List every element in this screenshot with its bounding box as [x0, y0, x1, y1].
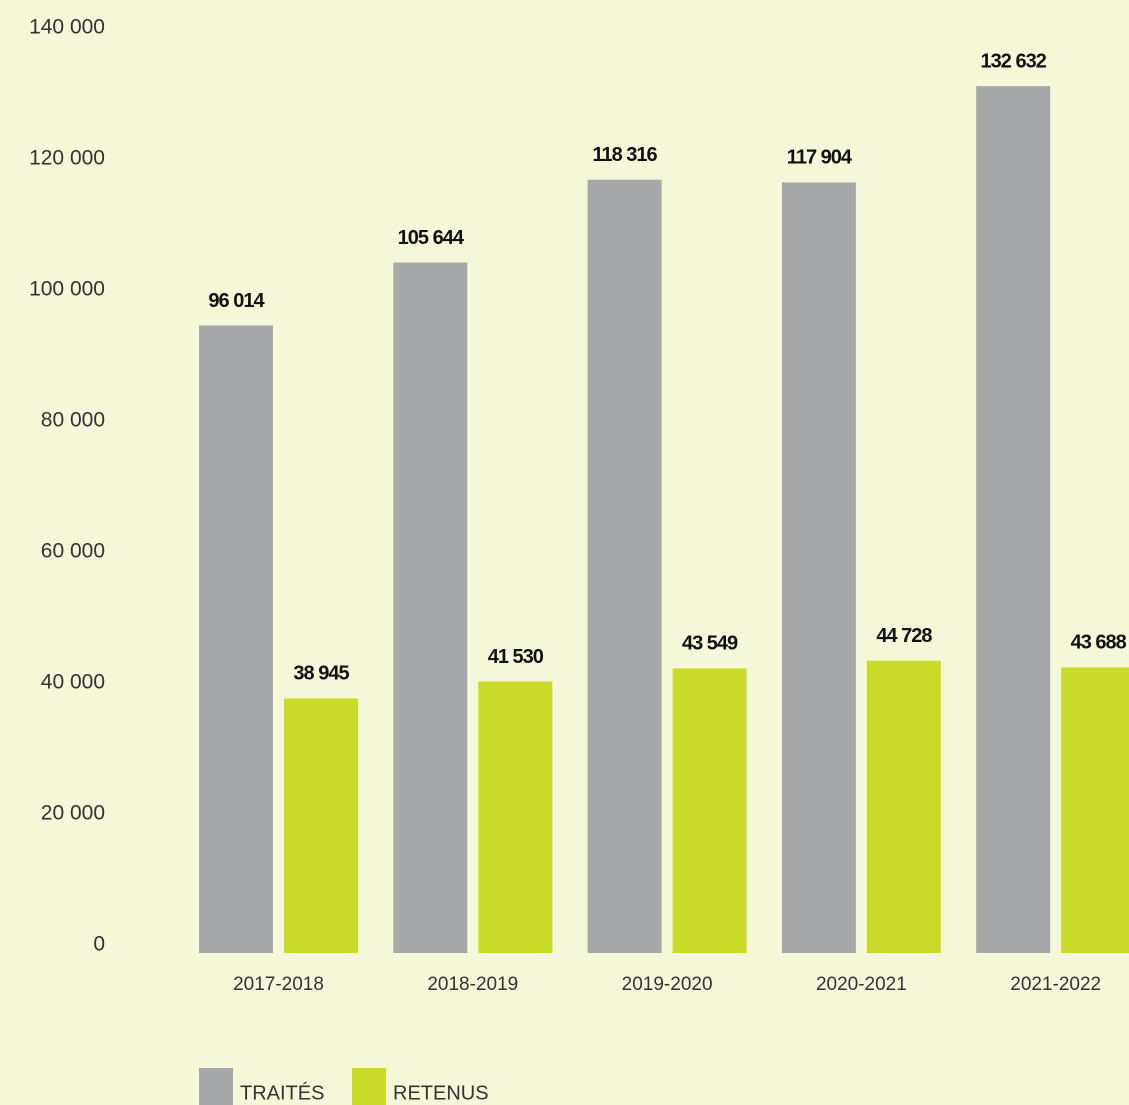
legend-swatch [199, 1068, 233, 1105]
bar [284, 698, 358, 953]
y-tick-label: 20 000 [41, 802, 105, 825]
value-label: 44 728 [876, 625, 932, 647]
y-tick-label: 0 [93, 933, 105, 956]
x-tick-label: 2020-2021 [816, 974, 907, 995]
legend-swatch [352, 1068, 386, 1105]
y-tick-label: 140 000 [29, 16, 105, 39]
value-label: 41 530 [488, 646, 544, 668]
bar [587, 179, 662, 953]
value-label: 38 945 [293, 663, 349, 685]
bar [199, 325, 273, 953]
value-label: 117 904 [787, 147, 853, 169]
bar [866, 660, 941, 953]
value-label: 105 644 [398, 227, 465, 249]
x-tick-label: 2018-2019 [427, 974, 518, 995]
value-label: 132 632 [981, 50, 1047, 72]
bar [781, 182, 856, 953]
y-tick-label: 80 000 [41, 409, 105, 432]
value-label: 43 688 [1071, 632, 1127, 654]
bar [672, 668, 747, 953]
bar [976, 86, 1051, 953]
value-label: 118 316 [592, 144, 657, 166]
y-tick-label: 120 000 [29, 147, 105, 170]
legend-label: RETENUS [393, 1082, 489, 1104]
y-tick-label: 40 000 [41, 671, 105, 694]
x-tick-label: 2021-2022 [1010, 974, 1101, 995]
bar [478, 681, 553, 953]
legend-label: TRAITÉS [240, 1081, 324, 1104]
bar [1061, 667, 1129, 953]
x-tick-label: 2019-2020 [622, 974, 713, 995]
y-tick-label: 100 000 [29, 278, 105, 301]
value-label: 43 549 [682, 633, 738, 655]
value-label: 96 014 [208, 290, 265, 312]
bar [393, 262, 468, 953]
y-tick-label: 60 000 [41, 540, 105, 563]
x-tick-label: 2017-2018 [233, 974, 324, 995]
